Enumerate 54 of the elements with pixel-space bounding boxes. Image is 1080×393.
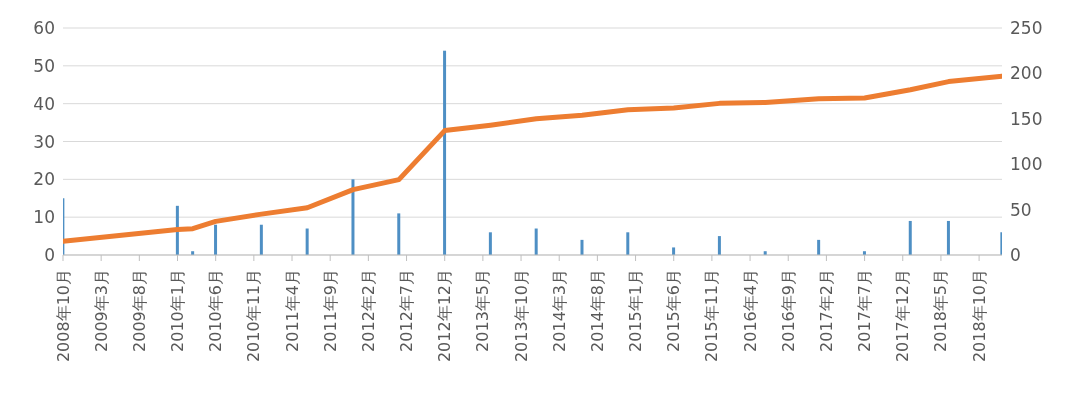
x-tick-label: 2010年11月 xyxy=(244,269,264,363)
x-tick-label: 2017年7月 xyxy=(855,269,875,352)
y-tick-label: 0 xyxy=(44,245,55,266)
x-tick-label: 2015年11月 xyxy=(702,269,722,363)
y-tick-label: 60 xyxy=(33,18,55,39)
bar xyxy=(259,224,263,255)
x-tick-label: 2012年12月 xyxy=(435,269,455,363)
x-tick-label: 2011年9月 xyxy=(320,269,340,352)
bar xyxy=(397,213,401,255)
bar xyxy=(717,236,721,255)
bar xyxy=(214,224,218,255)
y2-tick-label: 0 xyxy=(1010,245,1021,266)
x-tick-label: 2008年10月 xyxy=(53,269,73,363)
x-tick-label: 2013年10月 xyxy=(511,269,531,363)
bar xyxy=(534,228,538,255)
y-tick-label: 50 xyxy=(33,55,55,76)
x-tick-label: 2017年12月 xyxy=(893,269,913,363)
x-tick-label: 2009年8月 xyxy=(129,269,149,352)
x-tick-label: 2018年5月 xyxy=(931,269,951,352)
x-tick-label: 2014年3月 xyxy=(549,269,569,352)
y2-tick-label: 250 xyxy=(1010,18,1043,39)
y2-tick-label: 100 xyxy=(1010,154,1043,175)
bar xyxy=(946,220,950,255)
bar xyxy=(351,179,355,255)
x-tick-label: 2015年6月 xyxy=(664,269,684,352)
x-tick-label: 2016年9月 xyxy=(778,269,798,352)
x-tick-label: 2016年4月 xyxy=(740,269,760,352)
x-tick-label: 2014年8月 xyxy=(587,269,607,352)
y-tick-label: 40 xyxy=(33,93,55,114)
bar xyxy=(580,239,584,255)
y2-tick-label: 50 xyxy=(1010,199,1032,220)
x-tick-label: 2009年3月 xyxy=(91,269,111,352)
x-tick-label: 2012年7月 xyxy=(397,269,417,352)
bar xyxy=(305,228,309,255)
bar xyxy=(908,220,912,255)
bar xyxy=(443,50,447,255)
bar xyxy=(488,232,492,255)
bar xyxy=(1000,232,1002,255)
x-tick-label: 2017年2月 xyxy=(816,269,836,352)
bar xyxy=(626,232,630,255)
y-tick-label: 20 xyxy=(33,169,55,190)
y2-tick-label: 150 xyxy=(1010,108,1043,129)
x-tick-label: 2012年2月 xyxy=(358,269,378,352)
bar xyxy=(817,239,821,255)
x-tick-label: 2010年1月 xyxy=(168,269,188,352)
y-tick-label: 30 xyxy=(33,131,55,152)
y2-tick-label: 200 xyxy=(1010,63,1043,84)
x-tick-label: 2013年5月 xyxy=(473,269,493,352)
x-tick-label: 2011年4月 xyxy=(282,269,302,352)
bar xyxy=(672,247,676,255)
y-tick-label: 10 xyxy=(33,207,55,228)
x-tick-label: 2015年1月 xyxy=(626,269,646,352)
x-tick-label: 2018年10月 xyxy=(969,269,989,363)
x-tick-label: 2010年6月 xyxy=(206,269,226,352)
